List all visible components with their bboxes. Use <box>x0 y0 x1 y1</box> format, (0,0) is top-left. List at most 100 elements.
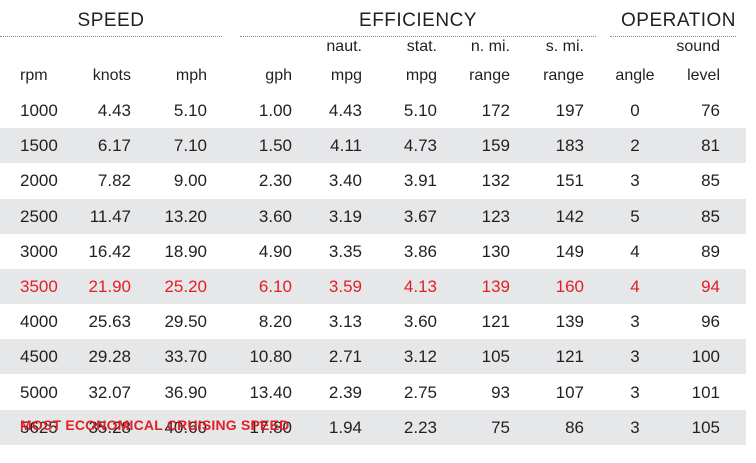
cell-stat-mpg: 3.12 <box>403 347 437 367</box>
cell-sound-level: 76 <box>701 101 720 120</box>
cell-stat-mpg: 4.73 <box>403 136 437 156</box>
cell-sound-level: 85 <box>701 171 720 191</box>
cell-mph: 33.70 <box>164 347 207 367</box>
cell-sound-level: 100 <box>691 347 720 367</box>
table-row: 3000 16.42 18.90 4.90 3.35 3.86 130 149 4 89 <box>0 234 746 269</box>
cell-smi-range: 183 <box>555 136 584 156</box>
cell-mph: 7.10 <box>173 136 207 156</box>
table-row: 2000 7.82 9.00 2.30 3.40 3.91 132 151 3 85 <box>0 163 746 198</box>
header-stat-mpg-bottom: mpg <box>405 67 437 84</box>
cell-gph: 2.30 <box>258 171 292 191</box>
cell-naut-mpg: 3.19 <box>328 206 362 226</box>
header-sound-level-bottom: level <box>687 67 720 84</box>
cell-rpm: 4500 <box>20 347 58 367</box>
cell-smi-range: 160 <box>555 277 584 296</box>
cell-stat-mpg: 3.60 <box>403 312 437 332</box>
cell-sound-level: 85 <box>701 206 720 226</box>
cell-sound-level: 105 <box>691 417 720 437</box>
cell-angle: 3 <box>630 347 640 367</box>
cell-rpm: 1500 <box>20 136 58 156</box>
cell-naut-mpg: 3.59 <box>328 277 362 296</box>
cell-rpm: 4000 <box>20 312 58 332</box>
cell-angle: 3 <box>630 312 640 332</box>
cell-rpm: 2000 <box>20 171 58 191</box>
cell-mph: 13.20 <box>164 206 207 226</box>
header-angle-bottom: angle <box>615 67 655 84</box>
cell-rpm: 3000 <box>20 241 58 261</box>
table-row: 4000 25.63 29.50 8.20 3.13 3.60 121 139 3 96 <box>0 304 746 339</box>
cell-mph: 29.50 <box>164 312 207 332</box>
cell-stat-mpg: 3.86 <box>403 241 437 261</box>
header-mph-bottom: mph <box>175 67 207 84</box>
cell-naut-mpg: 1.94 <box>328 417 362 437</box>
cell-mph: 5.10 <box>173 101 207 120</box>
cell-smi-range: 151 <box>555 171 584 191</box>
cell-rpm: 2500 <box>20 206 58 226</box>
cell-naut-mpg: 2.71 <box>328 347 362 367</box>
cell-gph: 1.00 <box>258 101 292 120</box>
cell-angle: 0 <box>630 101 640 120</box>
cell-sound-level: 101 <box>691 382 720 402</box>
cell-smi-range: 142 <box>555 206 584 226</box>
cell-sound-level: 81 <box>701 136 720 156</box>
table-row: 5625 35.28 40.60 17.80 1.94 2.23 75 86 3 105 <box>0 409 746 445</box>
cell-rpm: 3500 <box>20 277 58 296</box>
cell-mph: 40.60 <box>164 417 207 437</box>
cell-rpm: 1000 <box>20 101 58 120</box>
header-gph-bottom: gph <box>265 67 292 84</box>
header-sound-level-top: sound <box>676 38 720 55</box>
cell-angle: 3 <box>630 382 640 402</box>
cell-knots: 21.90 <box>88 277 131 296</box>
cell-gph: 1.50 <box>258 136 292 156</box>
header-smi-range-top: s. mi. <box>545 38 584 55</box>
cell-nmi-range: 130 <box>481 241 510 261</box>
cell-knots: 29.28 <box>88 347 131 367</box>
cell-angle: 5 <box>630 206 640 226</box>
cell-gph: 4.90 <box>258 241 292 261</box>
cell-gph: 17.80 <box>249 417 292 437</box>
cell-naut-mpg: 2.39 <box>328 382 362 402</box>
cell-naut-mpg: 3.13 <box>328 312 362 332</box>
cell-knots: 35.28 <box>88 417 131 437</box>
header-stat-mpg-top: stat. <box>406 38 437 55</box>
cell-smi-range: 107 <box>555 382 584 402</box>
cell-stat-mpg: 4.13 <box>403 277 437 296</box>
cell-nmi-range: 172 <box>481 101 510 120</box>
cell-rpm: 5625 <box>20 417 58 437</box>
cell-rpm: 5000 <box>20 382 58 402</box>
cell-mph: 9.00 <box>173 171 207 191</box>
cell-nmi-range: 159 <box>481 136 510 156</box>
cell-sound-level: 94 <box>701 277 720 296</box>
cell-nmi-range: 132 <box>481 171 510 191</box>
cell-angle: 2 <box>630 136 640 156</box>
cell-sound-level: 89 <box>701 241 720 261</box>
cell-mph: 36.90 <box>164 382 207 402</box>
cell-gph: 10.80 <box>249 347 292 367</box>
cell-smi-range: 197 <box>555 101 584 120</box>
cell-nmi-range: 121 <box>481 312 510 332</box>
cell-knots: 11.47 <box>89 206 131 226</box>
cell-stat-mpg: 2.75 <box>403 382 437 402</box>
cell-sound-level: 96 <box>701 312 720 332</box>
cell-knots: 16.42 <box>88 241 131 261</box>
cell-gph: 13.40 <box>249 382 292 402</box>
cell-smi-range: 139 <box>555 312 584 332</box>
cell-stat-mpg: 3.91 <box>403 171 437 191</box>
header-naut-mpg-bottom: mpg <box>330 67 362 84</box>
cell-knots: 25.63 <box>88 312 131 332</box>
table-row: 1000 4.43 5.10 1.00 4.43 5.10 172 197 0 76 <box>0 93 746 128</box>
cell-naut-mpg: 4.11 <box>330 136 362 156</box>
footnote: MOST ECONOMICAL CRUISING SPEED <box>20 417 290 433</box>
header-nmi-range-top: n. mi. <box>470 38 510 55</box>
cell-angle: 3 <box>630 171 640 191</box>
cell-nmi-range: 105 <box>481 347 510 367</box>
header-rpm-bottom: rpm <box>20 67 48 84</box>
cell-stat-mpg: 2.23 <box>403 417 437 437</box>
header-smi-range-bottom: range <box>543 67 584 84</box>
cell-angle: 4 <box>630 277 640 296</box>
header-naut-mpg-top: naut. <box>326 38 362 55</box>
cell-gph: 3.60 <box>258 206 292 226</box>
cell-nmi-range: 123 <box>481 206 510 226</box>
cell-gph: 6.10 <box>258 277 292 296</box>
table-row: 3500 21.90 25.20 6.10 3.59 4.13 139 160 4 94 <box>0 269 746 304</box>
